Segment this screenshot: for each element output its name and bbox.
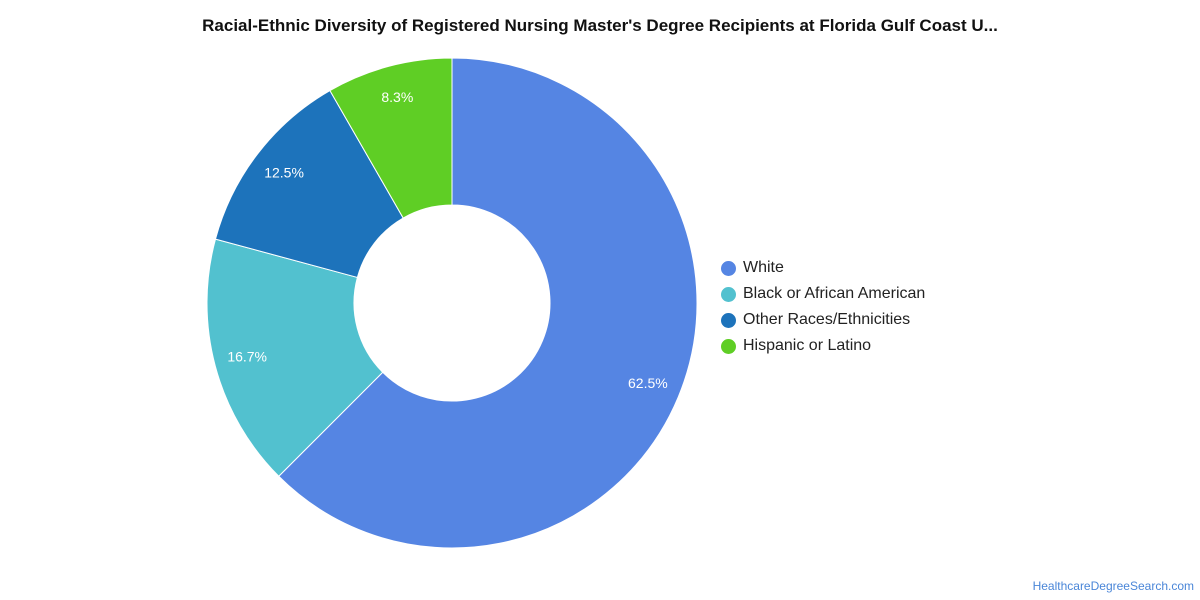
- slice-label-white: 62.5%: [628, 375, 668, 391]
- slice-label-black-or-african-american: 16.7%: [227, 348, 267, 364]
- legend-item-black-or-african-american[interactable]: Black or African American: [721, 281, 925, 307]
- legend-item-hispanic-or-latino[interactable]: Hispanic or Latino: [721, 333, 925, 359]
- slice-label-other-races-ethnicities: 12.5%: [264, 164, 304, 180]
- legend-swatch: [721, 312, 736, 328]
- chart-title: Racial-Ethnic Diversity of Registered Nu…: [202, 16, 998, 35]
- slice-label-hispanic-or-latino: 8.3%: [381, 89, 413, 105]
- legend-label: Black or African American: [743, 285, 926, 302]
- chart-legend: White Black or African American Other Race…: [721, 255, 925, 359]
- legend-swatch: [721, 338, 736, 354]
- legend-item-white[interactable]: White: [721, 255, 925, 281]
- legend-label: Hispanic or Latino: [743, 337, 872, 354]
- legend-label: Other Races/Ethnicities: [743, 311, 911, 328]
- legend-item-other-races-ethnicities[interactable]: Other Races/Ethnicities: [721, 307, 925, 333]
- legend-label: White: [743, 259, 784, 276]
- legend-swatch: [721, 286, 736, 302]
- slice-hispanic-or-latino[interactable]: [329, 57, 453, 219]
- source-watermark[interactable]: HealthcareDegreeSearch.com: [1032, 579, 1194, 593]
- slice-black-or-african-american[interactable]: [206, 238, 384, 477]
- legend-swatch: [721, 260, 736, 276]
- slice-white[interactable]: [278, 57, 698, 549]
- slices-group: [206, 57, 698, 549]
- slice-labels-group: 62.5% 16.7% 12.5% 8.3%: [227, 89, 667, 391]
